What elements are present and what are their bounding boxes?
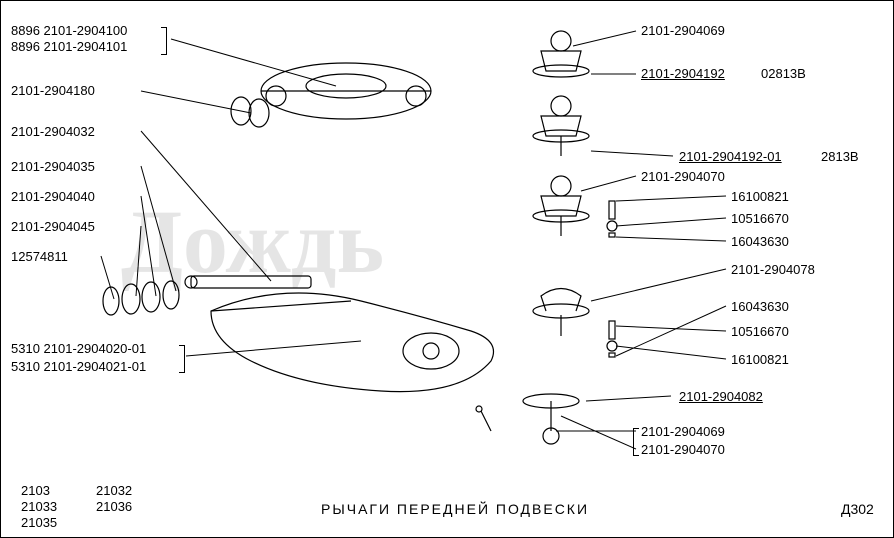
part-label: 16043630 bbox=[731, 299, 789, 314]
part-label: 2101-2904192 bbox=[641, 66, 725, 81]
model-code: 21032 bbox=[96, 483, 132, 498]
part-label: 2101-2904032 bbox=[11, 124, 95, 139]
part-label: 2101-2904069 bbox=[641, 23, 725, 38]
bracket bbox=[161, 27, 167, 55]
bracket bbox=[633, 428, 639, 456]
part-label: 2101-2904082 bbox=[679, 389, 763, 404]
part-label: 2101-2904192-01 bbox=[679, 149, 782, 164]
part-label: 2101-2904070 bbox=[641, 169, 725, 184]
part-label: 2101-2904045 bbox=[11, 219, 95, 234]
model-code: 21036 bbox=[96, 499, 132, 514]
part-label: 2101-2904070 bbox=[641, 442, 725, 457]
part-label: 10516670 bbox=[731, 211, 789, 226]
part-label: 16043630 bbox=[731, 234, 789, 249]
diagram-title: РЫЧАГИ ПЕРЕДНЕЙ ПОДВЕСКИ bbox=[321, 501, 589, 517]
part-label: 16100821 bbox=[731, 189, 789, 204]
bracket bbox=[179, 345, 185, 373]
model-code: 21033 bbox=[21, 499, 57, 514]
part-label: 8896 2101-2904100 bbox=[11, 23, 127, 38]
part-label: 5310 2101-2904021-01 bbox=[11, 359, 146, 374]
part-label: 8896 2101-2904101 bbox=[11, 39, 127, 54]
part-label: 2101-2904035 bbox=[11, 159, 95, 174]
part-label: 02813B bbox=[761, 66, 806, 81]
model-code: 21035 bbox=[21, 515, 57, 530]
part-label: 16100821 bbox=[731, 352, 789, 367]
part-label: 2101-2904180 bbox=[11, 83, 95, 98]
part-label: 2101-2904040 bbox=[11, 189, 95, 204]
diagram-code: Д302 bbox=[841, 501, 874, 517]
diagram-container: { "labels": { "l1a": "8896 2101-2904100"… bbox=[0, 0, 894, 538]
model-code: 2103 bbox=[21, 483, 50, 498]
part-label: 2101-2904069 bbox=[641, 424, 725, 439]
part-label: 10516670 bbox=[731, 324, 789, 339]
part-label: 2101-2904078 bbox=[731, 262, 815, 277]
part-label: 5310 2101-2904020-01 bbox=[11, 341, 146, 356]
part-label: 12574811 bbox=[11, 249, 68, 264]
part-label: 2813B bbox=[821, 149, 859, 164]
